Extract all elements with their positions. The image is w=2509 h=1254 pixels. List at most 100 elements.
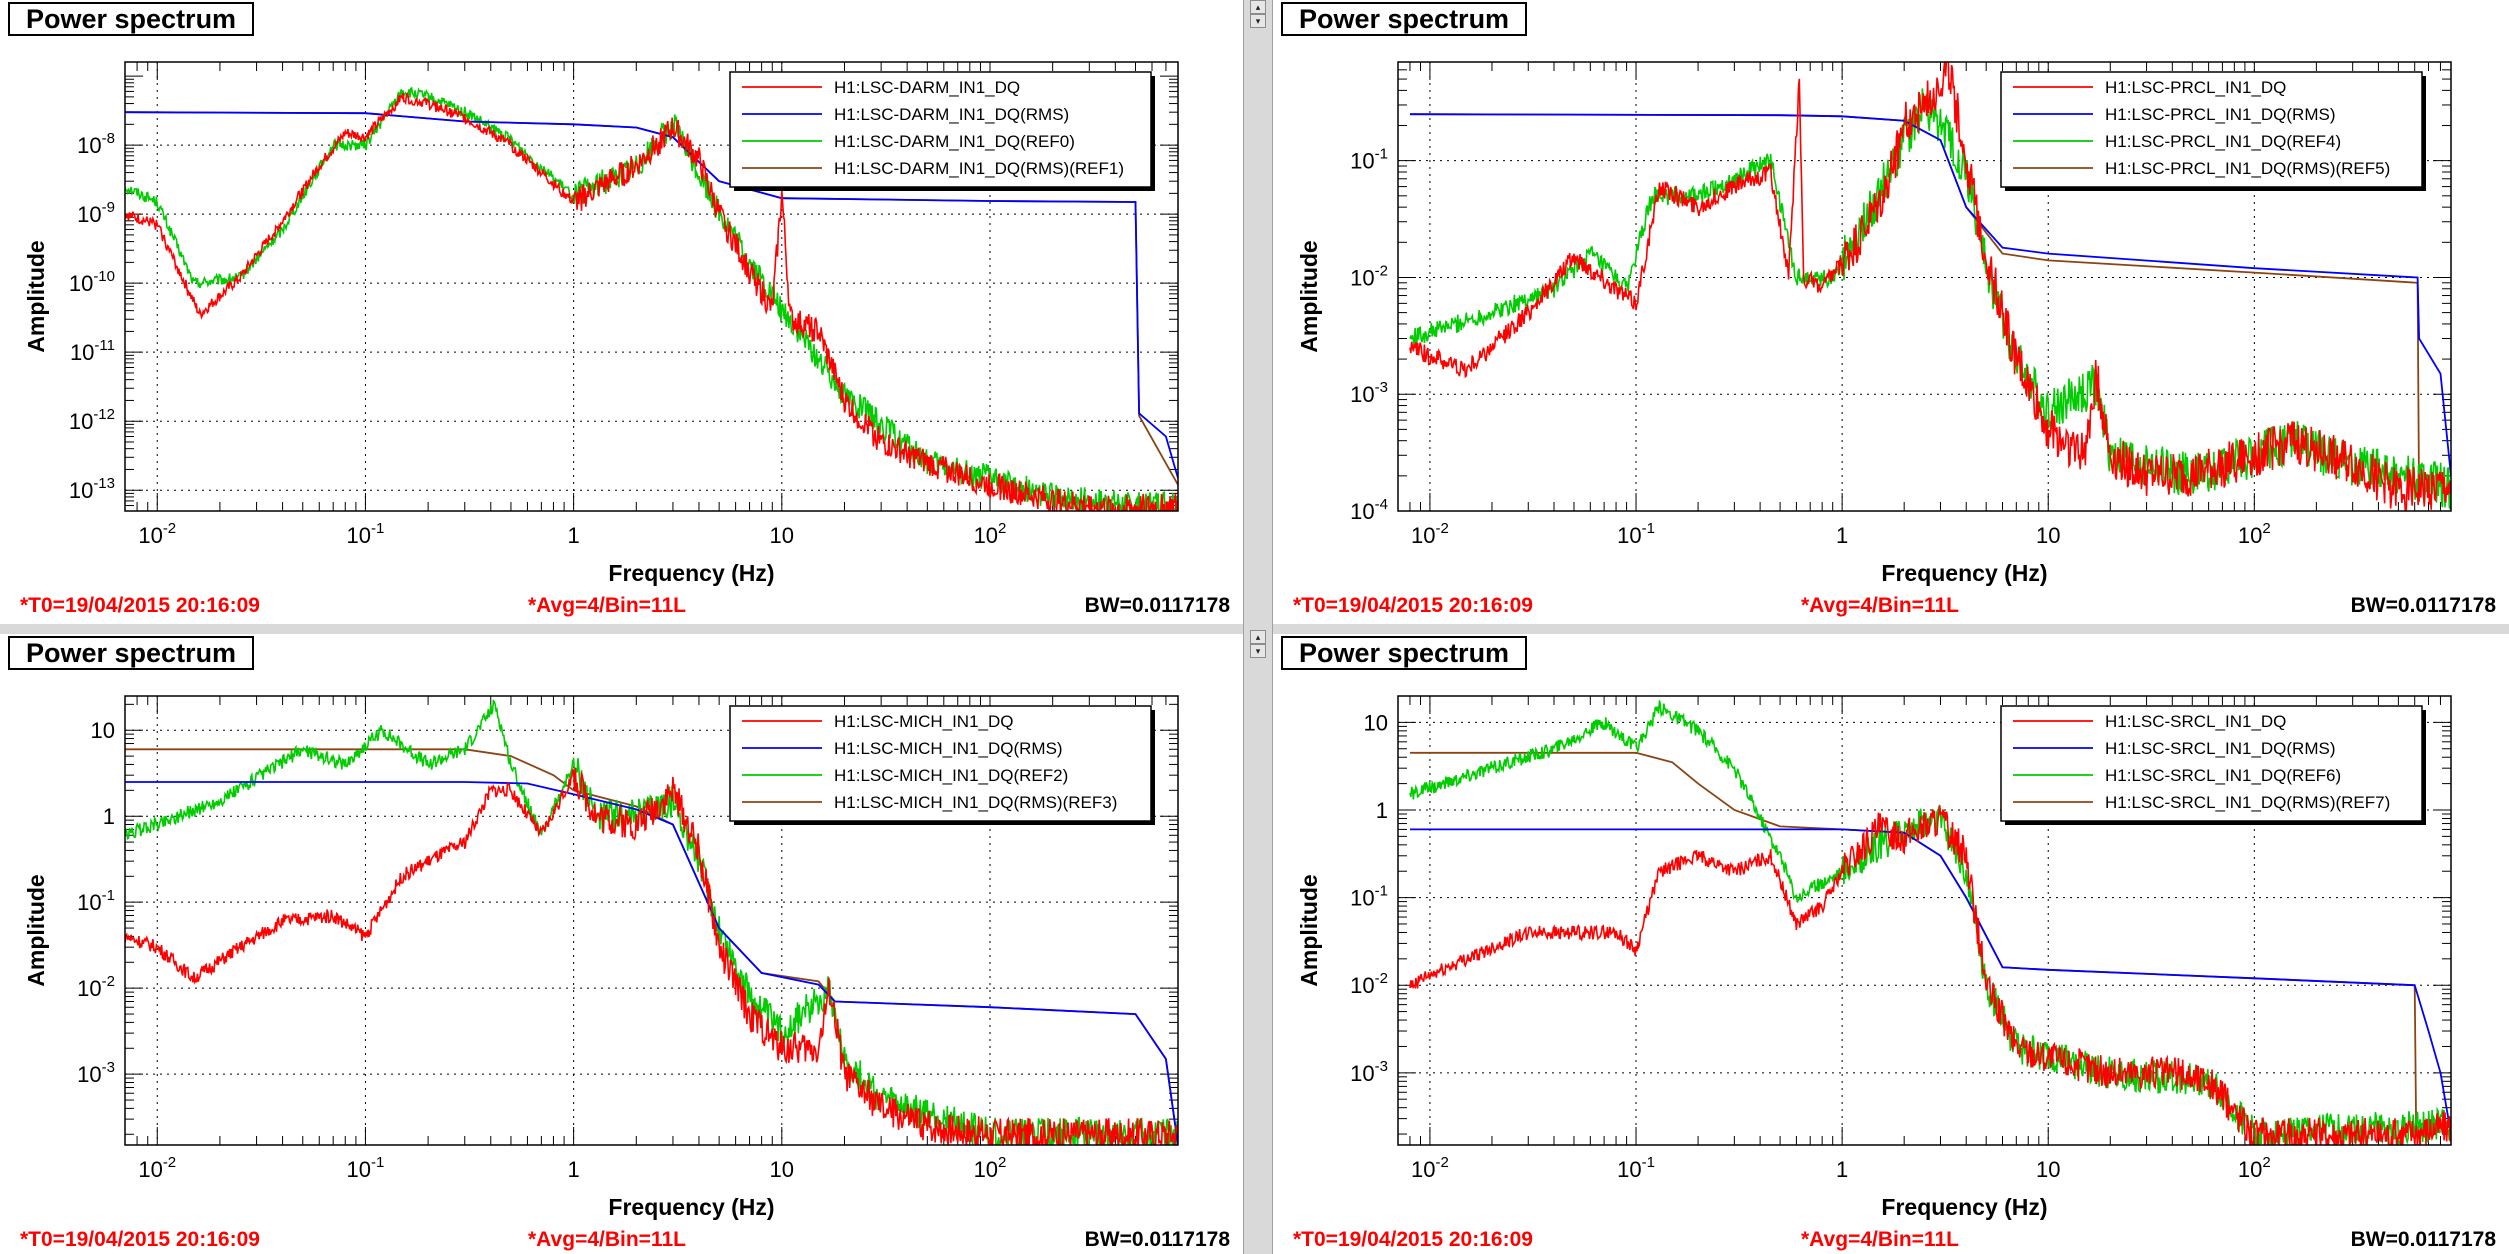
series-line-0 bbox=[1409, 805, 2451, 1145]
y-tick-label: 10-3 bbox=[1350, 379, 1388, 407]
y-axis-label: Amplitude bbox=[23, 874, 49, 986]
series-line-0 bbox=[1409, 62, 2451, 511]
x-tick-label: 10 bbox=[770, 1157, 794, 1182]
y-tick-label: 1 bbox=[1376, 798, 1388, 823]
tick-labels: 10-2 10-1 1 10 10210-1310-1210-1110-1010-910… bbox=[69, 130, 1007, 548]
x-tick-label: 10-1 bbox=[1617, 1154, 1655, 1182]
x-tick-label: 102 bbox=[2238, 520, 2271, 548]
y-tick-label: 10-9 bbox=[77, 199, 115, 227]
grid-lines bbox=[1398, 696, 2451, 1145]
bandwidth-label: BW=0.0117178 bbox=[1084, 594, 1230, 617]
y-tick-label: 10-1 bbox=[77, 887, 115, 915]
x-tick-label: 10 bbox=[770, 523, 794, 548]
legend-entry-label: H1:LSC-PRCL_IN1_DQ(REF4) bbox=[2105, 132, 2341, 151]
y-tick-label: 10-8 bbox=[77, 130, 115, 158]
series-line-1 bbox=[1410, 828, 2451, 1135]
legend-entry-label: H1:LSC-PRCL_IN1_DQ(RMS) bbox=[2105, 105, 2336, 124]
scroll-down-icon[interactable]: ▾ bbox=[1250, 14, 1266, 28]
legend: H1:LSC-SRCL_IN1_DQ H1:LSC-SRCL_IN1_DQ(RMS… bbox=[2000, 705, 2426, 825]
averages-label: *Avg=4/Bin=11L bbox=[1801, 1228, 1959, 1251]
x-tick-label: 10-2 bbox=[1411, 1154, 1449, 1182]
x-axis-label: Frequency (Hz) bbox=[608, 560, 774, 586]
x-axis-label: Frequency (Hz) bbox=[1881, 560, 2047, 586]
scroll-down-icon[interactable]: ▾ bbox=[1250, 644, 1266, 658]
legend: H1:LSC-MICH_IN1_DQ H1:LSC-MICH_IN1_DQ(RMS… bbox=[729, 705, 1155, 825]
x-tick-label: 1 bbox=[1836, 1157, 1848, 1182]
legend-entry-label: H1:LSC-DARM_IN1_DQ bbox=[834, 78, 1020, 97]
x-tick-label: 10-2 bbox=[138, 1154, 176, 1182]
x-tick-label: 10-2 bbox=[1411, 520, 1449, 548]
tick-labels: 10-2 10-1 1 10 102 10-3 10-2 10-1 1 10 bbox=[77, 718, 1006, 1182]
series-line-1 bbox=[1409, 113, 2451, 476]
series-line-0 bbox=[125, 92, 1178, 511]
y-tick-label: 10-4 bbox=[1350, 496, 1388, 524]
legend-entry-label: H1:LSC-MICH_IN1_DQ(RMS) bbox=[834, 739, 1063, 758]
series-line-0 bbox=[125, 767, 1178, 1145]
y-tick-label: 1 bbox=[103, 804, 115, 829]
legend: H1:LSC-PRCL_IN1_DQ H1:LSC-PRCL_IN1_DQ(RMS… bbox=[2000, 71, 2426, 191]
panel-title: Power spectrum bbox=[8, 636, 255, 670]
prcl-spectrum-chart[interactable]: 10-2 10-1 1 10 102 10-4 10-3 10-2 10-1 Frequency … bbox=[1273, 0, 2509, 624]
y-tick-label: 10-12 bbox=[69, 406, 115, 434]
legend-entry-label: H1:LSC-MICH_IN1_DQ(REF2) bbox=[834, 766, 1068, 785]
bandwidth-label: BW=0.0117178 bbox=[1084, 1228, 1230, 1251]
y-tick-label: 10 bbox=[91, 718, 115, 743]
x-axis-label: Frequency (Hz) bbox=[608, 1194, 774, 1220]
x-tick-label: 102 bbox=[974, 1154, 1007, 1182]
bandwidth-label: BW=0.0117178 bbox=[2350, 1228, 2496, 1251]
legend-entry-label: H1:LSC-DARM_IN1_DQ(REF0) bbox=[834, 132, 1075, 151]
legend-entry-label: H1:LSC-SRCL_IN1_DQ bbox=[2105, 712, 2286, 731]
y-tick-label: 10-10 bbox=[69, 268, 115, 296]
spectrum-panel-srcl: Power spectrum 10-2 10-1 1 10 102 10-3 10-2 10-… bbox=[1273, 634, 2509, 1254]
panel-title: Power spectrum bbox=[8, 2, 255, 36]
panel-title: Power spectrum bbox=[1281, 2, 1528, 36]
legend-entry-label: H1:LSC-SRCL_IN1_DQ(REF6) bbox=[2105, 766, 2341, 785]
start-time-label: *T0=19/04/2015 20:16:09 bbox=[20, 1228, 260, 1251]
averages-label: *Avg=4/Bin=11L bbox=[1801, 594, 1959, 617]
plot-frame bbox=[1397, 61, 2452, 512]
y-tick-label: 10-11 bbox=[70, 337, 115, 365]
mich-spectrum-chart[interactable]: 10-2 10-1 1 10 102 10-3 10-2 10-1 1 10 Frequency (… bbox=[0, 634, 1243, 1254]
spectrum-panel-prcl: Power spectrum 10-2 10-1 1 10 102 10-4 10-3 10-… bbox=[1273, 0, 2509, 624]
series-line-1 bbox=[125, 781, 1178, 1145]
y-tick-label: 10 bbox=[1364, 710, 1388, 735]
scroll-up-icon[interactable]: ▴ bbox=[1250, 630, 1266, 644]
x-tick-label: 10-1 bbox=[1617, 520, 1655, 548]
legend-entry-label: H1:LSC-MICH_IN1_DQ bbox=[834, 712, 1014, 731]
averages-label: *Avg=4/Bin=11L bbox=[528, 594, 686, 617]
legend-entry-label: H1:LSC-PRCL_IN1_DQ bbox=[2105, 78, 2286, 97]
y-tick-label: 10-2 bbox=[1350, 970, 1388, 998]
horizontal-splitter-right[interactable] bbox=[1273, 624, 2509, 634]
plot-frame bbox=[124, 695, 1179, 1146]
x-tick-label: 102 bbox=[2238, 1154, 2271, 1182]
vertical-splitter[interactable] bbox=[1243, 0, 1273, 1254]
legend-entry-label: H1:LSC-SRCL_IN1_DQ(RMS) bbox=[2105, 739, 2336, 758]
srcl-spectrum-chart[interactable]: 10-2 10-1 1 10 102 10-3 10-2 10-1 1 10 Frequency (… bbox=[1273, 634, 2509, 1254]
y-tick-label: 10-2 bbox=[1350, 262, 1388, 290]
y-tick-label: 10-3 bbox=[1350, 1058, 1388, 1086]
legend-entry-label: H1:LSC-DARM_IN1_DQ(RMS)(REF1) bbox=[834, 159, 1124, 178]
spectrum-panel-mich: Power spectrum 10-2 10-1 1 10 102 10-3 10-2 10-… bbox=[0, 634, 1243, 1254]
legend: H1:LSC-DARM_IN1_DQ H1:LSC-DARM_IN1_DQ(RMS… bbox=[729, 71, 1155, 191]
legend-entry-label: H1:LSC-DARM_IN1_DQ(RMS) bbox=[834, 105, 1069, 124]
y-axis-label: Amplitude bbox=[23, 240, 49, 352]
start-time-label: *T0=19/04/2015 20:16:09 bbox=[1293, 1228, 1533, 1251]
x-tick-label: 1 bbox=[567, 1157, 579, 1182]
y-tick-label: 10-1 bbox=[1350, 883, 1388, 911]
panel-title: Power spectrum bbox=[1281, 636, 1528, 670]
bandwidth-label: BW=0.0117178 bbox=[2350, 594, 2496, 617]
x-axis-label: Frequency (Hz) bbox=[1881, 1194, 2047, 1220]
start-time-label: *T0=19/04/2015 20:16:09 bbox=[20, 594, 260, 617]
horizontal-splitter-left[interactable] bbox=[0, 624, 1243, 634]
x-tick-label: 10 bbox=[2036, 523, 2060, 548]
y-tick-label: 10-2 bbox=[77, 973, 115, 1001]
grid-lines bbox=[125, 696, 1178, 1145]
x-tick-label: 10-1 bbox=[347, 520, 385, 548]
y-tick-label: 10-1 bbox=[1350, 146, 1388, 174]
averages-label: *Avg=4/Bin=11L bbox=[528, 1228, 686, 1251]
legend-entry-label: H1:LSC-MICH_IN1_DQ(RMS)(REF3) bbox=[834, 793, 1117, 812]
darm-spectrum-chart[interactable]: 10-2 10-1 1 10 10210-1310-1210-1110-1010-910… bbox=[0, 0, 1243, 624]
y-axis-label: Amplitude bbox=[1296, 240, 1322, 352]
axis-ticks bbox=[124, 62, 1179, 512]
scroll-up-icon[interactable]: ▴ bbox=[1250, 0, 1266, 14]
